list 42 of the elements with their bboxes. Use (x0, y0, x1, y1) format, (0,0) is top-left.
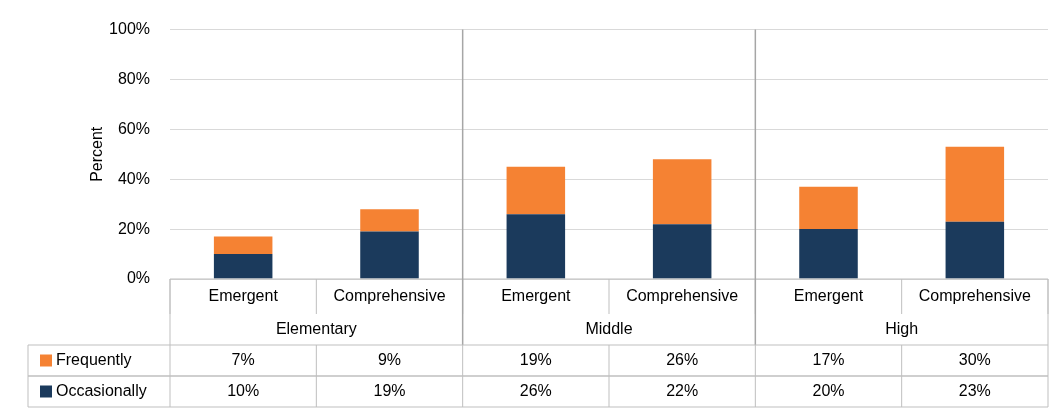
bar (506, 166, 566, 215)
data-label: 30% (958, 350, 991, 368)
bar (945, 221, 1005, 279)
text: Elementary (275, 319, 357, 337)
data-label: 10% (227, 381, 260, 399)
x-tick-label: Emergent (501, 286, 572, 304)
data-label: 22% (666, 381, 699, 399)
x-tick-label: Emergent (208, 286, 279, 304)
data-label: 19% (519, 350, 552, 368)
text: High (885, 319, 919, 337)
data-label: 9% (377, 350, 402, 368)
data-label: 20% (812, 381, 845, 399)
y-tick-label: 100% (109, 20, 150, 38)
x-tick-label: Comprehensive (626, 286, 739, 304)
x-tick-label: Comprehensive (333, 286, 446, 304)
data-label: 23% (958, 381, 991, 399)
bar (506, 214, 566, 279)
bar (945, 146, 1005, 222)
data-label: 26% (666, 350, 699, 368)
bar (652, 159, 712, 225)
x-tick-label: Emergent (793, 286, 864, 304)
y-axis-title: Percent (88, 126, 106, 182)
y-tick-label: 40% (117, 169, 150, 187)
data-label: 19% (373, 381, 406, 399)
data-label: 17% (812, 350, 845, 368)
y-tick-label: 0% (126, 269, 150, 287)
bar (360, 231, 419, 279)
bar (799, 186, 858, 230)
bar (360, 209, 419, 232)
y-tick-label: 20% (117, 219, 150, 237)
legend-label: Occasionally (56, 381, 147, 399)
y-tick-label: 60% (117, 119, 150, 137)
x-tick-label: Comprehensive (918, 286, 1031, 304)
bar (652, 224, 712, 279)
bar (213, 254, 273, 279)
data-label: 26% (519, 381, 552, 399)
y-tick-label: 80% (117, 69, 150, 87)
data-label: 7% (231, 350, 255, 368)
bar (799, 229, 858, 279)
text: Middle (585, 319, 633, 337)
bar (213, 236, 273, 255)
legend-label: Frequently (56, 350, 132, 368)
